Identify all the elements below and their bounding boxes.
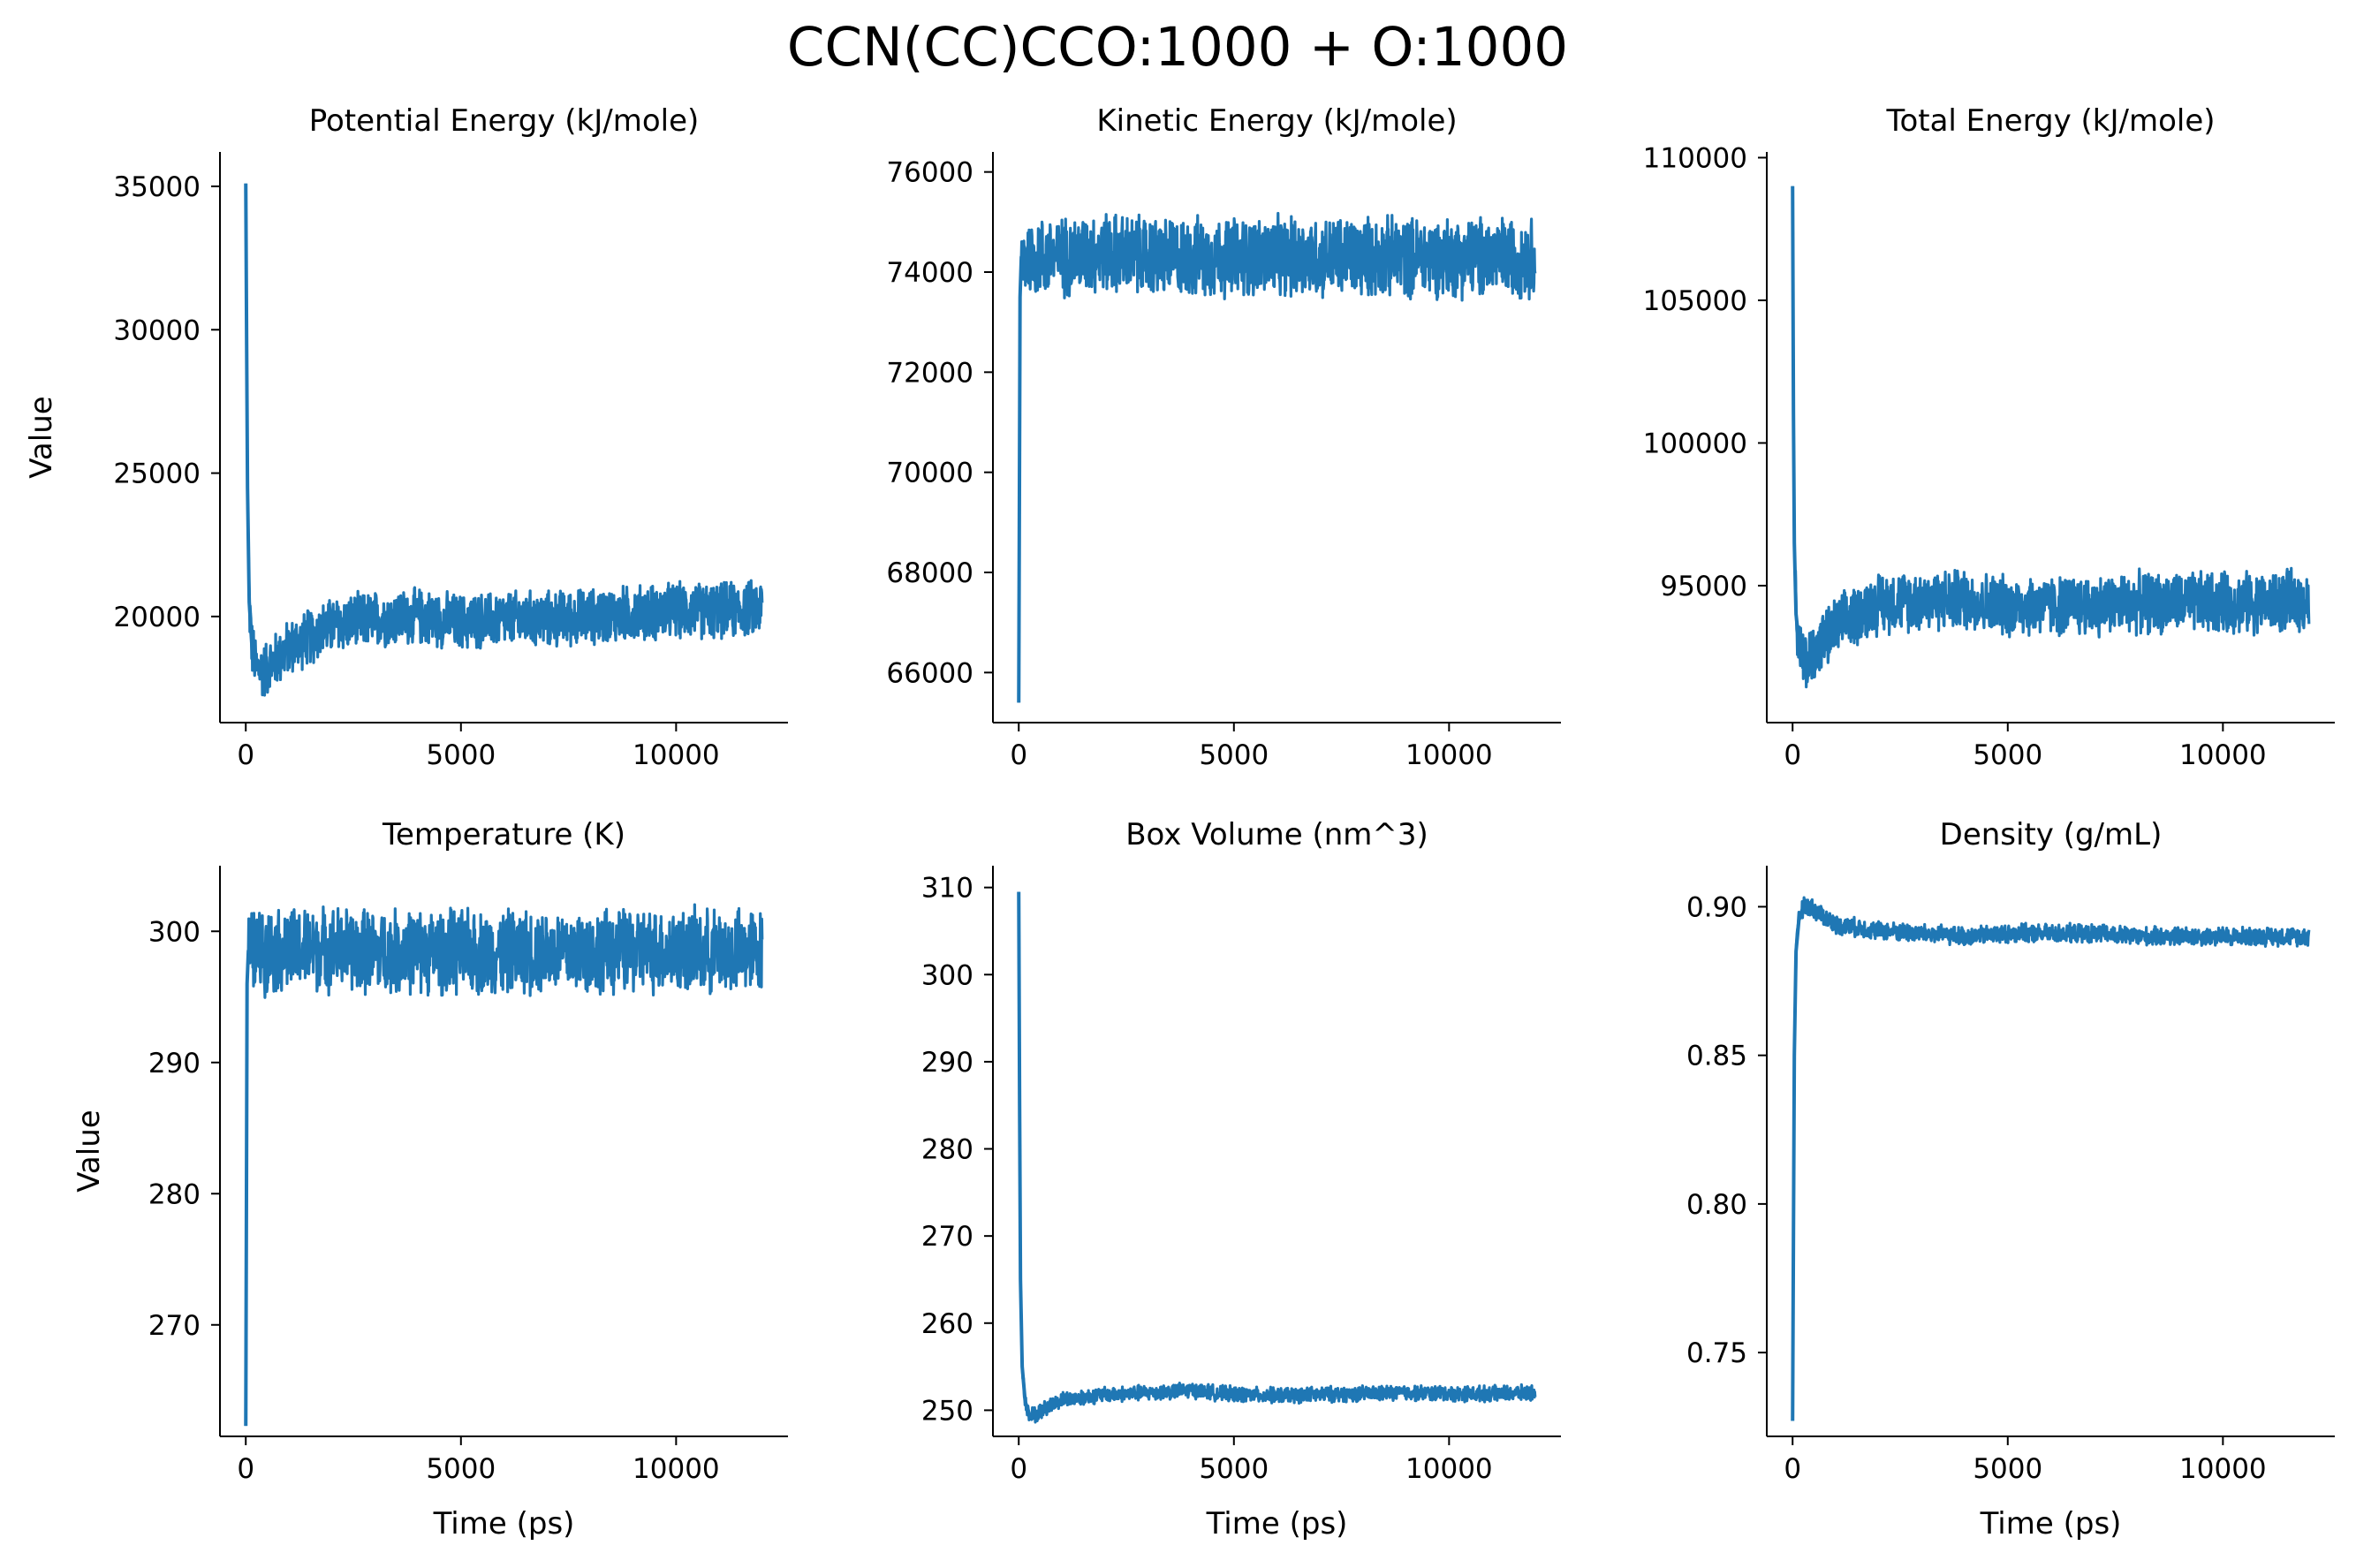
subplot-title: Temperature (K) bbox=[382, 817, 625, 852]
x-tick-label: 0 bbox=[237, 739, 254, 771]
x-tick-label: 5000 bbox=[1973, 1453, 2042, 1485]
x-tick-label: 10000 bbox=[2179, 739, 2267, 771]
x-tick-label: 0 bbox=[1784, 1453, 1801, 1485]
series-line bbox=[1017, 891, 1537, 1424]
subplot-title: Total Energy (kJ/mole) bbox=[1885, 103, 2215, 139]
x-tick-label: 10000 bbox=[633, 1453, 720, 1485]
x-tick-label: 10000 bbox=[1405, 739, 1493, 771]
x-tick-label: 10000 bbox=[2179, 1453, 2267, 1485]
y-tick-label: 66000 bbox=[886, 657, 973, 689]
y-tick-label: 300 bbox=[148, 916, 201, 948]
x-tick-label: 5000 bbox=[1199, 1453, 1269, 1485]
y-tick-label: 72000 bbox=[886, 357, 973, 389]
x-tick-label: 10000 bbox=[633, 739, 720, 771]
y-tick-label: 260 bbox=[921, 1308, 973, 1340]
y-tick-label: 30000 bbox=[113, 314, 201, 346]
subplot-5: Box Volume (nm^3) 0 5000 10000 250 260 270 280 2… bbox=[921, 817, 1561, 1541]
x-tick-label: 5000 bbox=[426, 1453, 496, 1485]
subplot-2: Kinetic Energy (kJ/mole) 0 5000 10000 66000 6… bbox=[886, 103, 1561, 771]
y-tick-label: 290 bbox=[148, 1048, 201, 1079]
x-tick-label: 0 bbox=[1010, 1453, 1027, 1485]
subplot-4: Temperature (K) 0 5000 10000 270 280 290 300 Tim… bbox=[72, 817, 788, 1541]
y-tick-label: 76000 bbox=[886, 157, 973, 189]
y-tick-label: 20000 bbox=[113, 602, 201, 633]
x-axis-label: Time (ps) bbox=[1980, 1506, 2122, 1541]
y-tick-label: 280 bbox=[921, 1134, 973, 1166]
x-tick-label: 0 bbox=[1010, 739, 1027, 771]
y-tick-label: 270 bbox=[148, 1310, 201, 1342]
subplot-title: Potential Energy (kJ/mole) bbox=[309, 103, 700, 139]
subplot-title: Box Volume (nm^3) bbox=[1125, 817, 1428, 852]
y-tick-label: 35000 bbox=[113, 171, 201, 203]
series-line bbox=[1791, 896, 2311, 1421]
series-line bbox=[244, 903, 764, 1427]
x-axis-label: Time (ps) bbox=[433, 1506, 575, 1541]
y-tick-label: 0.75 bbox=[1686, 1337, 1747, 1369]
y-tick-label: 300 bbox=[921, 959, 973, 991]
series-line bbox=[1791, 186, 2311, 689]
y-tick-label: 110000 bbox=[1643, 142, 1747, 174]
y-tick-label: 100000 bbox=[1643, 428, 1747, 459]
subplot-3: Total Energy (kJ/mole) 0 5000 10000 95000 100… bbox=[1643, 103, 2335, 771]
y-tick-label: 105000 bbox=[1643, 285, 1747, 317]
x-tick-label: 5000 bbox=[426, 739, 496, 771]
subplot-1: Potential Energy (kJ/mole) 0 5000 10000 2000… bbox=[24, 103, 788, 771]
y-axis-label: Value bbox=[24, 396, 59, 478]
y-tick-label: 250 bbox=[921, 1395, 973, 1427]
y-tick-label: 290 bbox=[921, 1047, 973, 1079]
series-line bbox=[1017, 211, 1537, 703]
y-tick-label: 270 bbox=[921, 1221, 973, 1253]
y-tick-label: 280 bbox=[148, 1178, 201, 1210]
subplot-title: Density (g/mL) bbox=[1940, 817, 2163, 852]
x-axis-label: Time (ps) bbox=[1206, 1506, 1348, 1541]
x-tick-label: 5000 bbox=[1199, 739, 1269, 771]
subplot-title: Kinetic Energy (kJ/mole) bbox=[1096, 103, 1457, 139]
y-tick-label: 0.85 bbox=[1686, 1041, 1747, 1072]
subplot-6: Density (g/mL) 0 5000 10000 0.75 0.80 0.85 0.90… bbox=[1686, 817, 2335, 1541]
y-tick-label: 25000 bbox=[113, 458, 201, 490]
y-tick-label: 68000 bbox=[886, 557, 973, 589]
y-tick-label: 74000 bbox=[886, 257, 973, 289]
x-tick-label: 0 bbox=[1784, 739, 1801, 771]
figure-suptitle: CCN(CC)CCO:1000 + O:1000 bbox=[787, 16, 1568, 79]
y-tick-label: 310 bbox=[921, 873, 973, 905]
x-tick-label: 10000 bbox=[1405, 1453, 1493, 1485]
y-axis-label: Value bbox=[72, 1110, 107, 1192]
y-tick-label: 95000 bbox=[1660, 571, 1747, 602]
x-tick-label: 0 bbox=[237, 1453, 254, 1485]
y-tick-label: 0.80 bbox=[1686, 1189, 1747, 1221]
y-tick-label: 0.90 bbox=[1686, 891, 1747, 923]
y-tick-label: 70000 bbox=[886, 458, 973, 489]
x-tick-label: 5000 bbox=[1973, 739, 2042, 771]
series-line bbox=[244, 183, 764, 697]
subplot-grid: Potential Energy (kJ/mole) 0 5000 10000 2000… bbox=[24, 103, 2335, 1541]
